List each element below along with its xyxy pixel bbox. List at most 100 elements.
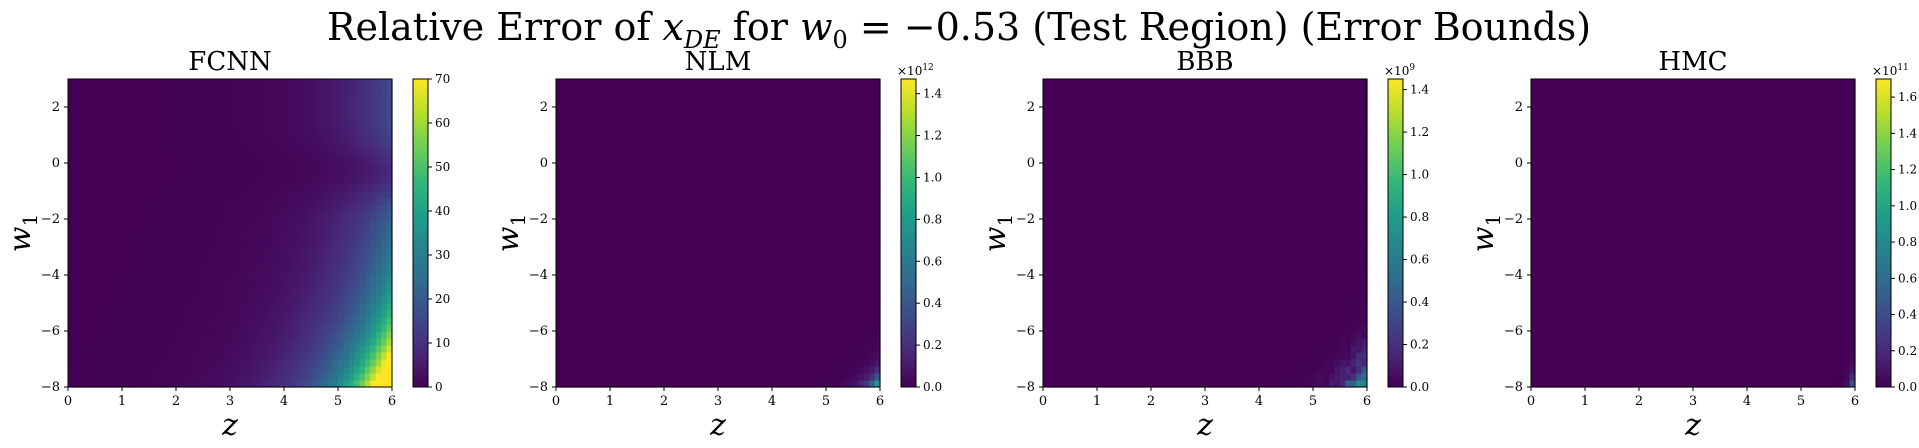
- heatmap-cell: [826, 289, 832, 297]
- heatmap-cell: [95, 121, 101, 129]
- heatmap-cell: [696, 289, 703, 297]
- heatmap-cell: [637, 114, 643, 122]
- heatmap-cell: [739, 205, 746, 213]
- heatmap-cell: [755, 163, 762, 171]
- heatmap-cell: [257, 177, 263, 185]
- heatmap-cell: [788, 338, 795, 346]
- heatmap-cell: [804, 261, 811, 269]
- heatmap-cell: [691, 268, 697, 276]
- heatmap-cell: [626, 93, 633, 101]
- heatmap-cell: [213, 170, 220, 178]
- heatmap-cell: [745, 254, 751, 262]
- heatmap-cell: [826, 240, 832, 248]
- heatmap-cell: [84, 219, 91, 227]
- heatmap-cell: [321, 282, 328, 290]
- heatmap-cell: [766, 338, 773, 346]
- heatmap-cell: [203, 247, 209, 255]
- heatmap-cell: [750, 163, 757, 171]
- heatmap-cell: [343, 135, 350, 143]
- heatmap-cell: [669, 226, 676, 234]
- heatmap-cell: [165, 247, 172, 255]
- heatmap-cell: [626, 373, 633, 381]
- heatmap-cell: [294, 177, 301, 185]
- heatmap-cell: [599, 177, 606, 185]
- heatmap-cell: [642, 310, 649, 318]
- heatmap-cell: [170, 247, 177, 255]
- heatmap-cell: [610, 191, 616, 199]
- heatmap-cell: [685, 198, 692, 206]
- heatmap-cell: [799, 282, 805, 290]
- heatmap-cell: [799, 135, 805, 143]
- heatmap-cell: [219, 233, 226, 241]
- heatmap-cell: [68, 317, 74, 325]
- heatmap-cell: [116, 324, 123, 332]
- heatmap-cell: [78, 219, 85, 227]
- heatmap-cell: [626, 128, 633, 136]
- heatmap-cell: [664, 240, 670, 248]
- heatmap-cell: [718, 191, 724, 199]
- x-tick-label: 4: [280, 394, 288, 409]
- heatmap-cell: [815, 128, 822, 136]
- heatmap-cell: [208, 338, 215, 346]
- heatmap-cell: [84, 289, 91, 297]
- heatmap-cell: [327, 205, 334, 213]
- heatmap-cell: [332, 219, 339, 227]
- heatmap-cell: [89, 86, 96, 94]
- heatmap-cell: [230, 156, 236, 164]
- heatmap-cell: [105, 331, 112, 339]
- heatmap-cell: [213, 142, 220, 150]
- heatmap-cell: [127, 184, 134, 192]
- heatmap-cell: [348, 310, 355, 318]
- heatmap-cell: [122, 331, 128, 339]
- heatmap-cell: [159, 275, 166, 283]
- heatmap-cell: [262, 205, 269, 213]
- heatmap-cell: [219, 128, 226, 136]
- heatmap-cell: [278, 254, 285, 262]
- heatmap-cell: [375, 142, 382, 150]
- heatmap-cell: [273, 303, 280, 311]
- heatmap-cell: [370, 219, 377, 227]
- heatmap-cell: [831, 289, 838, 297]
- heatmap-cell: [68, 142, 74, 150]
- heatmap-cell: [566, 149, 573, 157]
- heatmap-cell: [664, 338, 670, 346]
- heatmap-cell: [246, 247, 253, 255]
- heatmap-cell: [718, 184, 724, 192]
- heatmap-cell: [820, 268, 827, 276]
- heatmap-cell: [95, 261, 101, 269]
- heatmap-cell: [696, 156, 703, 164]
- heatmap-cell: [359, 100, 366, 108]
- heatmap-cell: [311, 352, 317, 360]
- heatmap-cell: [653, 240, 660, 248]
- heatmap-cell: [588, 254, 595, 262]
- heatmap-cell: [224, 303, 231, 311]
- heatmap-cell: [820, 128, 827, 136]
- heatmap-cell: [691, 275, 697, 283]
- heatmap-cell: [203, 240, 209, 248]
- heatmap-cell: [556, 128, 562, 136]
- heatmap-cell: [84, 268, 91, 276]
- heatmap-cell: [311, 184, 317, 192]
- heatmap-cell: [235, 100, 242, 108]
- heatmap-cell: [89, 121, 96, 129]
- heatmap-cell: [626, 310, 633, 318]
- heatmap-cell: [219, 352, 226, 360]
- heatmap-cell: [224, 135, 231, 143]
- heatmap-cell: [149, 268, 155, 276]
- heatmap-cell: [111, 205, 118, 213]
- heatmap-cell: [159, 282, 166, 290]
- heatmap-cell: [138, 240, 145, 248]
- heatmap-cell: [766, 317, 773, 325]
- heatmap-cell: [637, 107, 643, 115]
- heatmap-cell: [73, 93, 80, 101]
- heatmap-cell: [777, 184, 784, 192]
- heatmap-cell: [165, 366, 172, 374]
- heatmap-cell: [375, 303, 382, 311]
- heatmap-cell: [149, 163, 155, 171]
- heatmap-cell: [213, 338, 220, 346]
- heatmap-cell: [386, 79, 393, 87]
- heatmap-cell: [620, 184, 627, 192]
- heatmap-cell: [213, 310, 220, 318]
- heatmap-cell: [588, 114, 595, 122]
- heatmap-cell: [556, 177, 562, 185]
